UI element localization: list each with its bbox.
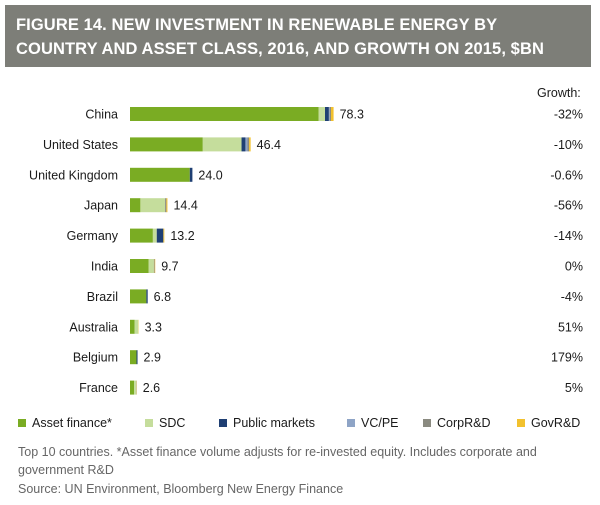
growth-label-france: 5% <box>565 381 583 395</box>
bar-segment-united-kingdom-series-0 <box>130 167 190 182</box>
legend-label: VC/PE <box>361 416 399 430</box>
bar-segment-germany-series-0 <box>130 228 153 243</box>
total-label-belgium: 2.9 <box>144 351 161 365</box>
bar-segment-united-states-series-1 <box>202 137 242 152</box>
bar-segment-united-states-series-3 <box>245 137 248 152</box>
title-bar: FIGURE 14. NEW INVESTMENT IN RENEWABLE E… <box>5 5 591 67</box>
legend-item-4: CorpR&D <box>423 416 491 430</box>
growth-label-japan: -56% <box>554 199 583 213</box>
growth-label-united-states: -10% <box>554 138 583 152</box>
growth-label-united-kingdom: -0.6% <box>550 168 583 182</box>
legend-swatch <box>145 419 153 427</box>
legend-swatch <box>219 419 227 427</box>
bar-segment-france-series-1 <box>134 380 137 395</box>
bar-segment-japan-series-1 <box>140 198 166 213</box>
legend-swatch <box>347 419 355 427</box>
legend-label: Public markets <box>233 416 315 430</box>
total-label-japan: 14.4 <box>173 199 197 213</box>
growth-label-china: -32% <box>554 108 583 122</box>
category-label-germany: Germany <box>67 229 119 243</box>
legend-swatch <box>18 419 26 427</box>
growth-column-header: Growth: <box>537 86 581 100</box>
bar-segment-japan-series-0 <box>130 198 141 213</box>
bar-segment-australia-series-1 <box>134 319 139 334</box>
category-label-australia: Australia <box>69 320 118 334</box>
bar-segment-australia-series-0 <box>130 319 135 334</box>
category-label-brazil: Brazil <box>87 290 118 304</box>
bar-segment-brazil-series-2 <box>146 289 148 304</box>
bar-segment-china-series-2 <box>325 107 329 121</box>
legend-label: SDC <box>159 416 186 430</box>
bar-segment-china-series-1 <box>318 107 325 121</box>
legend: Asset finance* SDC Public markets VC/PE Corp… <box>18 416 598 434</box>
bar-segment-india-series-1 <box>148 259 154 273</box>
bar-segment-china-series-3 <box>328 107 330 121</box>
total-label-india: 9.7 <box>161 260 178 274</box>
bar-segment-india-series-4 <box>153 259 155 273</box>
bar-segment-china-series-0 <box>130 107 319 121</box>
legend-item-0: Asset finance* <box>18 416 112 430</box>
bar-segment-japan-series-5 <box>166 198 168 213</box>
footnote: Top 10 countries. *Asset finance volume … <box>18 445 537 477</box>
growth-label-australia: 51% <box>558 320 583 334</box>
legend-item-5: GovR&D <box>517 416 580 430</box>
growth-label-india: 0% <box>565 260 583 274</box>
bar-segment-india-series-5 <box>154 259 156 273</box>
total-label-united-states: 46.4 <box>257 138 281 152</box>
legend-item-2: Public markets <box>219 416 315 430</box>
legend-label: CorpR&D <box>437 416 491 430</box>
bar-segment-china-series-4 <box>329 107 331 121</box>
stacked-bar-chart: Growth: China 78.3 -32% United States 46.4 -1… <box>29 86 583 395</box>
bar-segment-germany-series-5 <box>163 228 165 243</box>
bar-segment-japan-series-4 <box>165 198 167 213</box>
category-label-united-kingdom: United Kingdom <box>29 168 118 182</box>
bar-area: China 78.3 -32% United States 46.4 -10% United… <box>29 107 583 395</box>
total-label-australia: 3.3 <box>145 320 162 334</box>
bar-segment-germany-series-2 <box>156 228 164 243</box>
category-label-france: France <box>79 381 118 395</box>
source-note: Source: UN Environment, Bloomberg New En… <box>18 482 344 496</box>
legend-label: GovR&D <box>531 416 581 430</box>
bar-segment-germany-series-1 <box>152 228 157 243</box>
legend-swatch <box>423 419 431 427</box>
growth-label-brazil: -4% <box>561 290 583 304</box>
category-label-belgium: Belgium <box>73 351 118 365</box>
bar-segment-brazil-series-0 <box>130 289 147 304</box>
category-label-japan: Japan <box>84 199 118 213</box>
category-label-united-states: United States <box>43 138 118 152</box>
bar-segment-united-states-series-5 <box>249 137 251 152</box>
bar-segment-united-states-series-2 <box>241 137 246 152</box>
figure-title: FIGURE 14. NEW INVESTMENT IN RENEWABLE E… <box>16 16 544 58</box>
total-label-france: 2.6 <box>143 381 160 395</box>
total-label-brazil: 6.8 <box>154 290 171 304</box>
bar-segment-india-series-0 <box>130 259 149 273</box>
bar-segment-united-states-series-4 <box>247 137 250 152</box>
legend-item-1: SDC <box>145 416 185 430</box>
bar-segment-united-kingdom-series-2 <box>189 167 193 182</box>
legend-label: Asset finance* <box>32 416 112 430</box>
bar-segment-united-states-series-0 <box>130 137 203 152</box>
total-label-united-kingdom: 24.0 <box>198 168 222 182</box>
total-label-china: 78.3 <box>340 108 364 122</box>
growth-label-belgium: 179% <box>551 351 583 365</box>
bar-segment-france-series-0 <box>130 380 135 395</box>
category-label-china: China <box>85 108 118 122</box>
bar-segment-belgium-series-2 <box>136 350 138 365</box>
bar-segment-china-series-5 <box>330 107 334 121</box>
growth-label-germany: -14% <box>554 229 583 243</box>
legend-swatch <box>517 419 525 427</box>
bar-segment-belgium-series-0 <box>130 350 137 365</box>
total-label-germany: 13.2 <box>170 229 194 243</box>
legend-item-3: VC/PE <box>347 416 399 430</box>
bar-segment-germany-series-4 <box>163 228 164 243</box>
category-label-india: India <box>91 260 118 274</box>
